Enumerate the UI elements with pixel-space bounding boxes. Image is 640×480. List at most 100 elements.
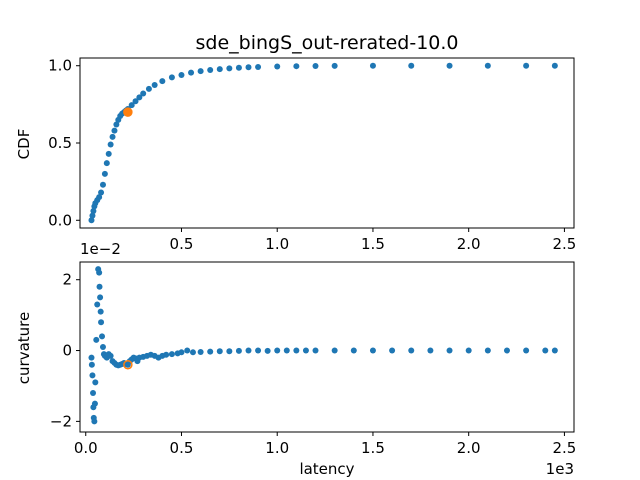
cdf-x-tick-label: 2.0: [457, 235, 481, 253]
curvature-data-point: [97, 294, 104, 301]
cdf-data-point: [178, 72, 185, 78]
curvature-data-point: [107, 352, 114, 359]
curvature-data-point: [446, 347, 453, 354]
curvature-axes-frame: [79, 261, 575, 433]
curvature-data-point: [312, 347, 319, 354]
cdf-data-point: [107, 141, 114, 148]
cdf-data-point: [151, 82, 158, 89]
cdf-data-point: [159, 78, 166, 85]
curvature-data-point: [189, 349, 196, 356]
cdf-data-point: [140, 90, 147, 97]
curvature-data-point: [207, 348, 214, 355]
curvature-data-point: [99, 344, 106, 350]
cdf-data-point: [136, 94, 143, 101]
curvature-x-tick-label: 1.0: [265, 439, 289, 457]
cdf-data-point: [188, 69, 195, 76]
curvature-axis-ticks: 0.0 0.5 1.0 1.5 2.0 2.5 −2 0 2: [50, 271, 576, 457]
curvature-data-point: [245, 347, 252, 354]
chart-title: sde_bingS_out-rerated-10.0: [195, 32, 458, 54]
curvature-highlight-point: [123, 359, 133, 370]
cdf-axis-ticks: 0.5 1.0 1.5 2.0 2.5 0.0 0.5 1.0: [48, 57, 576, 253]
cdf-data-point: [408, 62, 415, 69]
curvature-data-point: [94, 301, 101, 308]
cdf-data-point: [99, 181, 106, 188]
cdf-y-axis-label: CDF: [15, 129, 33, 160]
cdf-data-point: [226, 65, 233, 72]
cdf-data-point: [369, 62, 376, 69]
cdf-data-point: [98, 189, 105, 196]
cdf-data-point: [274, 63, 281, 70]
curvature-x-tick-label: 2.5: [552, 439, 576, 457]
cdf-data-point: [101, 170, 108, 177]
curvature-data-point: [283, 347, 290, 354]
cdf-data-point: [197, 68, 204, 75]
curvature-data-point: [92, 379, 99, 386]
curvature-data-point: [88, 361, 95, 368]
cdf-data-point: [103, 160, 110, 167]
curvature-y-tick-label: 2: [62, 271, 72, 289]
curvature-data-point: [97, 308, 104, 315]
curvature-data-point: [350, 347, 357, 354]
cdf-axes-frame: [79, 57, 575, 229]
curvature-y-tick-label: 0: [62, 342, 72, 360]
cdf-highlight-point: [123, 107, 133, 117]
curvature-data-point: [465, 347, 472, 354]
curvature-data-point: [88, 354, 95, 361]
curvature-data-point: [91, 418, 98, 425]
cdf-data-point: [132, 98, 139, 105]
curvature-data-point: [226, 348, 233, 355]
curvature-data-point: [197, 348, 204, 355]
curvature-data-point: [93, 336, 100, 343]
cdf-data-point: [331, 62, 338, 69]
curvature-x-tick-label: 2.0: [457, 439, 481, 457]
cdf-data-point: [113, 121, 120, 128]
curvature-y-tick-label: −2: [50, 412, 72, 430]
curvature-data-point: [178, 349, 185, 356]
curvature-data-point: [274, 347, 281, 354]
curvature-data-point: [427, 347, 434, 354]
cdf-data-point: [312, 63, 319, 70]
cdf-data-point: [551, 62, 558, 69]
curvature-data-point: [484, 347, 491, 354]
curvature-data-point: [542, 347, 549, 354]
latency-offset-label: 1e3: [546, 460, 574, 478]
curvature-offset-label: 1e−2: [80, 240, 121, 258]
cdf-data-point: [168, 74, 175, 81]
curvature-panel: 1e−2 curvature 0.0 0.5 1.0 1.5 2.0 2.5 −2 0 2 la…: [15, 240, 576, 478]
cdf-data-point: [293, 63, 300, 70]
curvature-data-point: [216, 348, 223, 355]
cdf-data-point: [446, 62, 453, 69]
curvature-x-tick-label: 0.0: [74, 439, 98, 457]
cdf-data-point: [96, 194, 103, 201]
curvature-data-point: [168, 351, 175, 358]
curvature-data-point: [184, 347, 191, 354]
cdf-data-point: [216, 66, 223, 73]
cdf-y-tick-label: 0.5: [48, 134, 72, 152]
cdf-data-point: [255, 63, 262, 70]
curvature-data-point: [255, 347, 262, 354]
cdf-data-point: [128, 102, 135, 109]
curvature-data-point: [90, 390, 97, 397]
curvature-data-point: [523, 347, 530, 354]
curvature-data-point: [408, 347, 415, 354]
cdf-plot-area: [88, 62, 558, 224]
cdf-x-tick-label: 0.5: [170, 235, 194, 253]
cdf-y-tick-label: 0.0: [48, 211, 72, 229]
curvature-data-point: [503, 347, 510, 354]
curvature-data-point: [96, 269, 103, 276]
curvature-data-point: [91, 400, 98, 407]
cdf-data-point: [109, 133, 116, 140]
curvature-data-point: [98, 319, 105, 326]
curvature-data-point: [235, 347, 242, 354]
curvature-data-point: [163, 351, 170, 358]
curvature-data-point: [302, 347, 309, 354]
cdf-panel: sde_bingS_out-rerated-10.0 CDF 0.5 1.0 1.5…: [15, 32, 576, 253]
curvature-data-point: [389, 347, 396, 354]
cdf-data-point: [89, 212, 96, 219]
cdf-y-tick-label: 1.0: [48, 57, 72, 75]
cdf-data-point: [88, 217, 95, 224]
curvature-plot-area: [88, 266, 558, 425]
cdf-x-tick-label: 1.0: [265, 235, 289, 253]
cdf-data-point: [523, 62, 530, 69]
